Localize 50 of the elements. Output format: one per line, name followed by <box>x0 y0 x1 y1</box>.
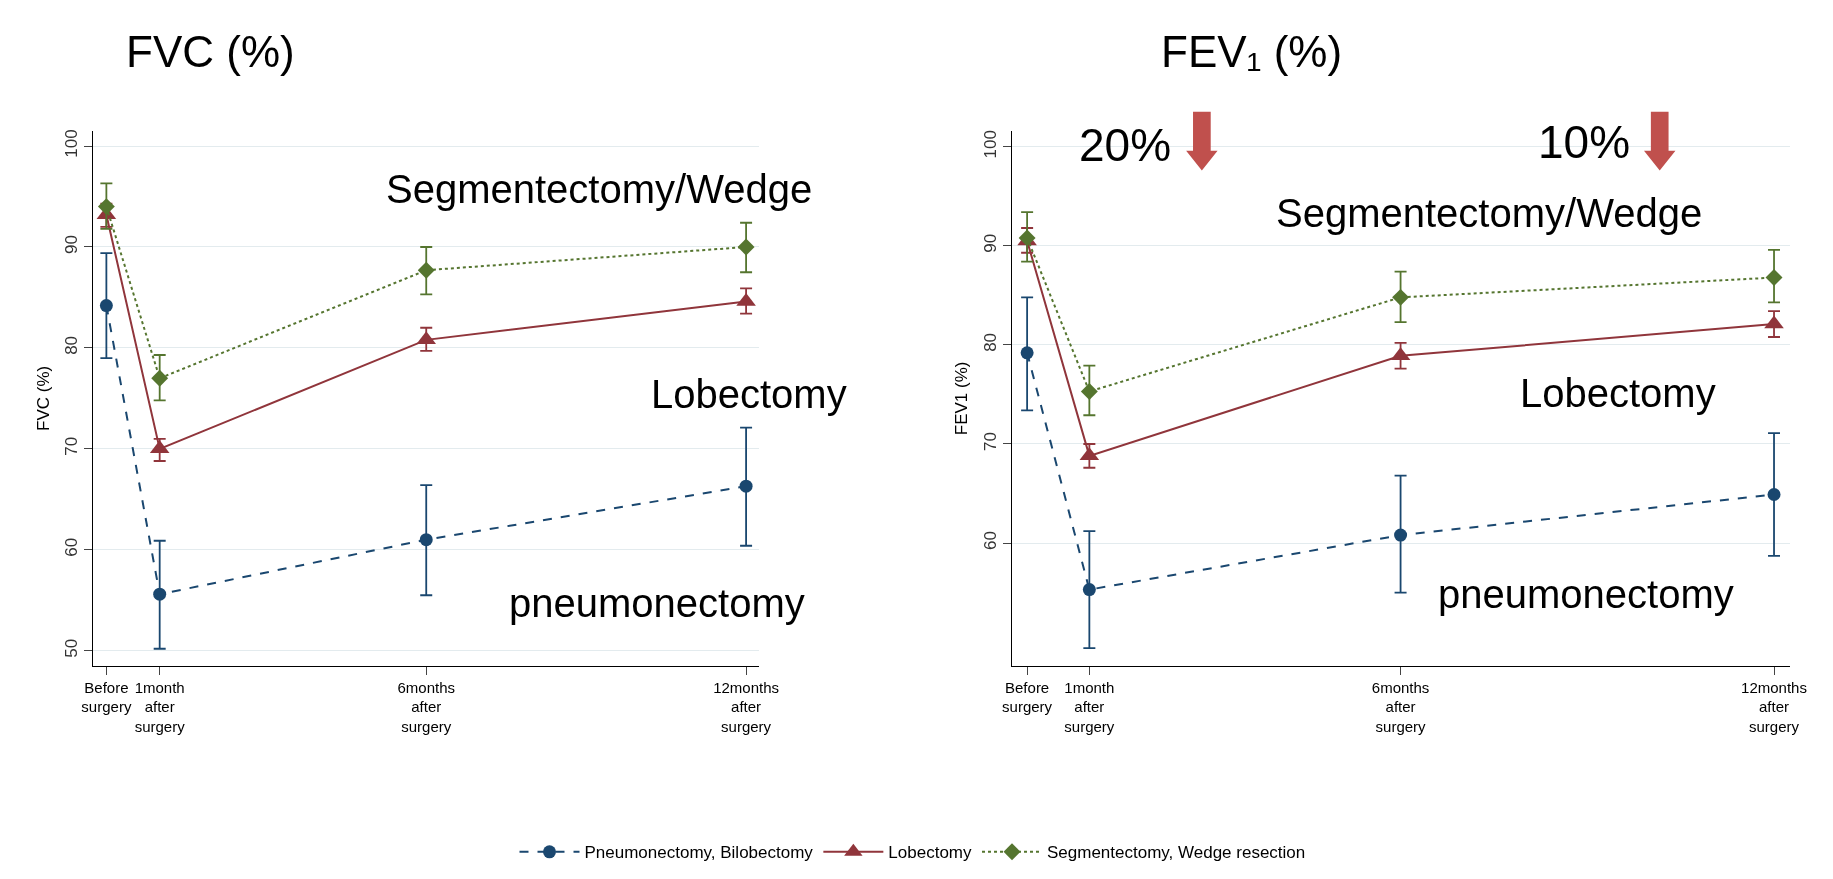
point <box>417 261 435 279</box>
legend-label: Pneumonectomy, Bilobectomy <box>584 843 814 863</box>
y-axis-title: FEV1 (%) <box>952 361 972 436</box>
annotation: Segmentectomy/Wedge <box>386 167 813 211</box>
y-tick-label: 60 <box>62 537 82 557</box>
point <box>419 533 433 547</box>
x-tick-label: Before surgery <box>1002 678 1053 716</box>
legend-label: Segmentectomy, Wedge resection <box>1047 843 1306 863</box>
point <box>739 479 753 493</box>
y-tick-label: 90 <box>62 234 82 254</box>
point <box>1394 528 1408 542</box>
y-tick-label: 80 <box>980 332 1000 352</box>
y-tick-label: 70 <box>62 436 82 456</box>
point <box>1082 583 1096 597</box>
y-tick-label: 60 <box>980 531 1000 550</box>
x-tick-label: 1month after surgery <box>1064 678 1115 735</box>
x-tick-label: 12months after surgery <box>713 678 780 735</box>
legend-label: Lobectomy <box>888 843 972 863</box>
point <box>1767 488 1781 501</box>
point <box>1020 346 1034 360</box>
y-tick-label: 90 <box>980 233 1000 253</box>
y-axis-title: FVC (%) <box>33 365 53 431</box>
annotation: Segmentectomy/Wedge <box>1276 191 1703 235</box>
x-tick-label: Before surgery <box>81 678 132 716</box>
annotation: Lobectomy <box>651 372 847 416</box>
chart-title: FVC (%) <box>126 27 295 76</box>
point <box>737 238 755 256</box>
y-tick-label: 100 <box>62 129 82 158</box>
annotation: 20% <box>1079 119 1172 171</box>
point <box>1764 315 1784 329</box>
x-tick-label: 6months after surgery <box>397 678 456 735</box>
annotation: Lobectomy <box>1520 371 1716 415</box>
point <box>1080 383 1098 400</box>
point <box>151 369 169 387</box>
point <box>99 299 113 313</box>
y-tick-label: 70 <box>980 431 1000 451</box>
annotation: pneumonectomy <box>509 581 805 625</box>
y-tick-label: 80 <box>62 335 82 355</box>
annotation: pneumonectomy <box>1438 572 1734 616</box>
annotation: 10% <box>1538 116 1631 168</box>
x-tick-label: 1month after surgery <box>134 678 186 735</box>
x-tick-label: 6months after surgery <box>1371 678 1430 735</box>
point <box>1392 288 1410 306</box>
x-tick-label: 12months after surgery <box>1741 678 1807 735</box>
point <box>153 587 167 601</box>
point <box>1765 269 1783 286</box>
y-tick-label: 100 <box>980 130 1000 159</box>
point <box>97 198 115 216</box>
chart-title: FEV₁ (%) <box>1161 27 1343 76</box>
y-tick-label: 50 <box>62 638 82 658</box>
